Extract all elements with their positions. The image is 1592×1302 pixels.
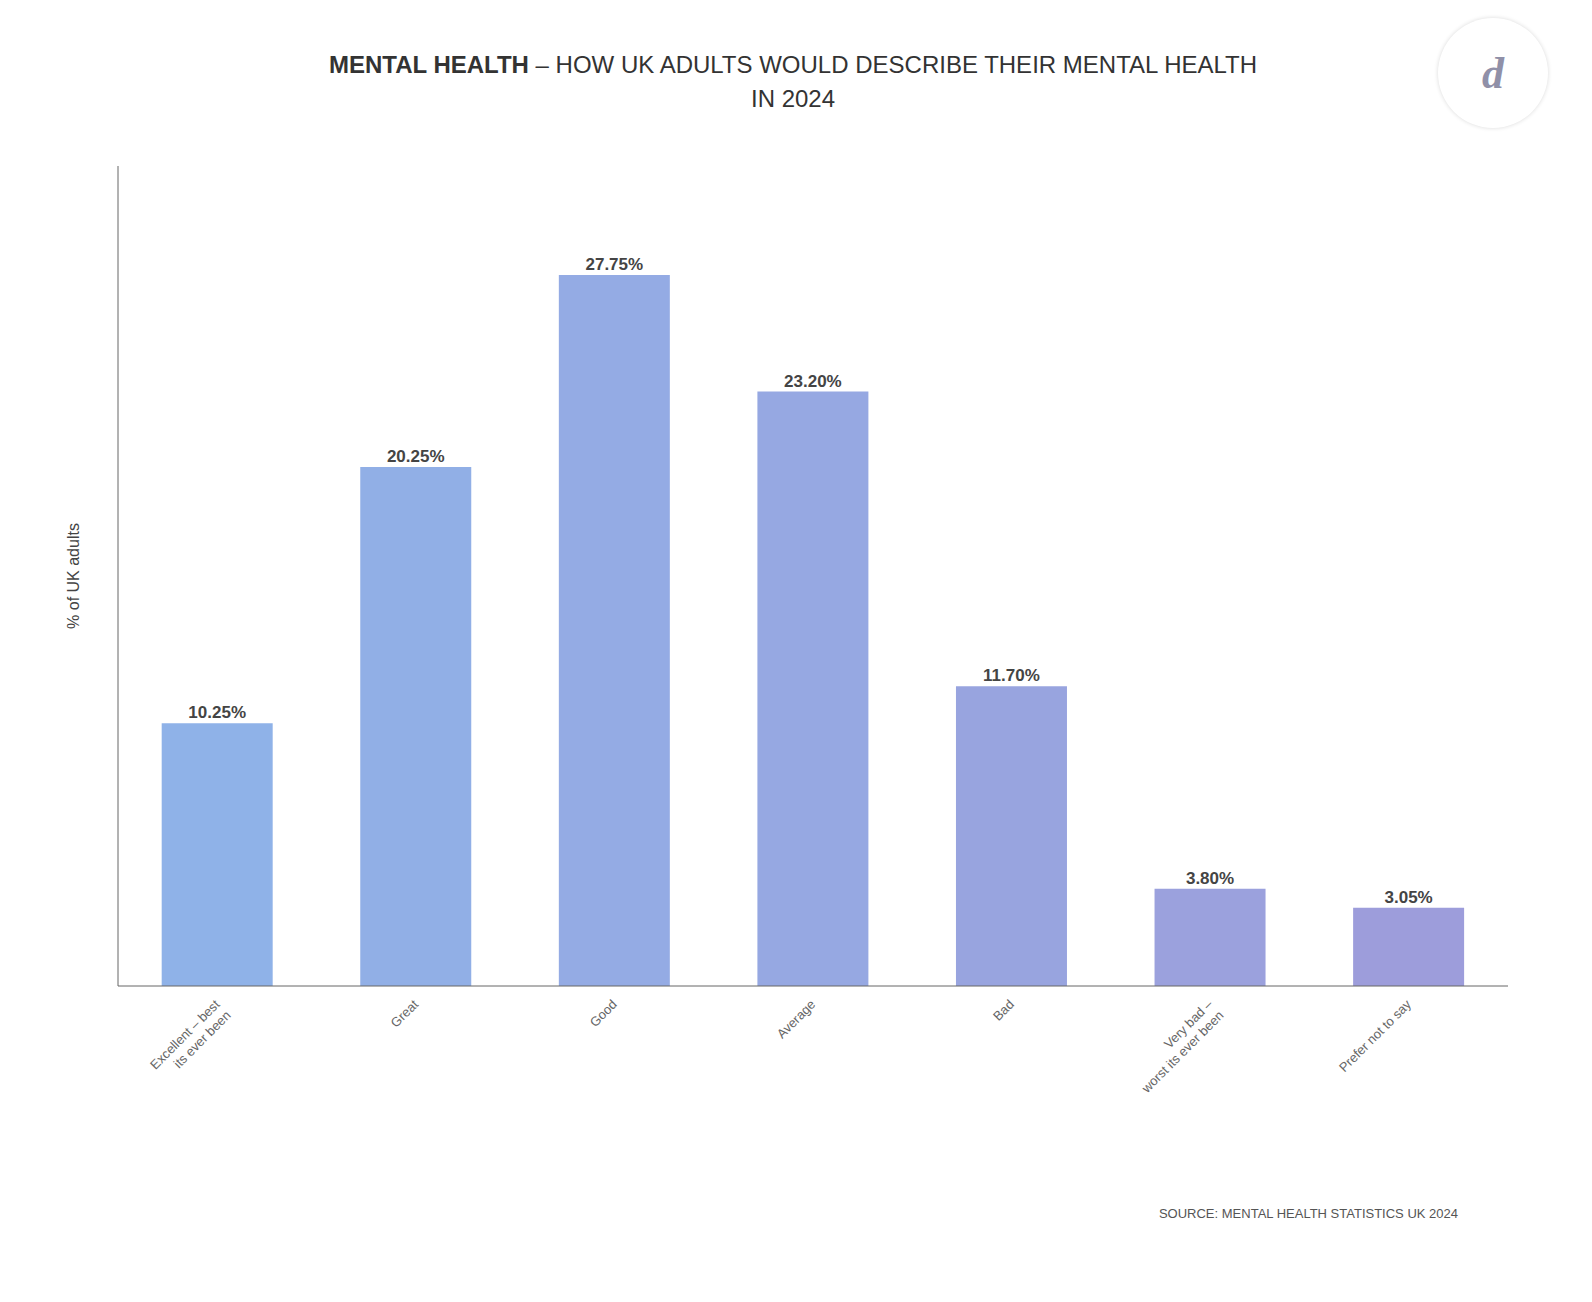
- svg-text:Bad: Bad: [990, 997, 1017, 1024]
- svg-text:% of UK adults: % of UK adults: [65, 523, 82, 629]
- svg-text:27.75%: 27.75%: [585, 255, 643, 274]
- svg-text:3.05%: 3.05%: [1385, 888, 1433, 907]
- html-text:SOURCE: MENTAL HEALTH STATISTI: SOURCE: MENTAL HEALTH STATISTICS UK 2024: [1158, 1206, 1458, 1221]
- html-text:MENTAL HEALTH – HOW UK ADULTS: MENTAL HEALTH – HOW UK ADULTS WOULD DESC…: [329, 51, 1257, 78]
- svg-text:10.25%: 10.25%: [188, 703, 246, 722]
- svg-text:11.70%: 11.70%: [983, 666, 1040, 685]
- svg-text:Great: Great: [388, 996, 422, 1030]
- svg-text:Good: Good: [587, 997, 620, 1030]
- svg-text:Very bad –worst its ever been: Very bad –worst its ever been: [1127, 996, 1227, 1096]
- html-text:IN 2024: IN 2024: [751, 85, 835, 112]
- html-text:d: d: [1482, 48, 1504, 98]
- svg-text:20.25%: 20.25%: [387, 447, 445, 466]
- svg-text:Prefer not to say: Prefer not to say: [1336, 996, 1414, 1074]
- svg-text:Average: Average: [774, 997, 819, 1042]
- svg-text:23.20%: 23.20%: [784, 372, 842, 391]
- svg-text:3.80%: 3.80%: [1186, 869, 1234, 888]
- svg-text:Excellent – bestits ever been: Excellent – bestits ever been: [147, 996, 234, 1083]
